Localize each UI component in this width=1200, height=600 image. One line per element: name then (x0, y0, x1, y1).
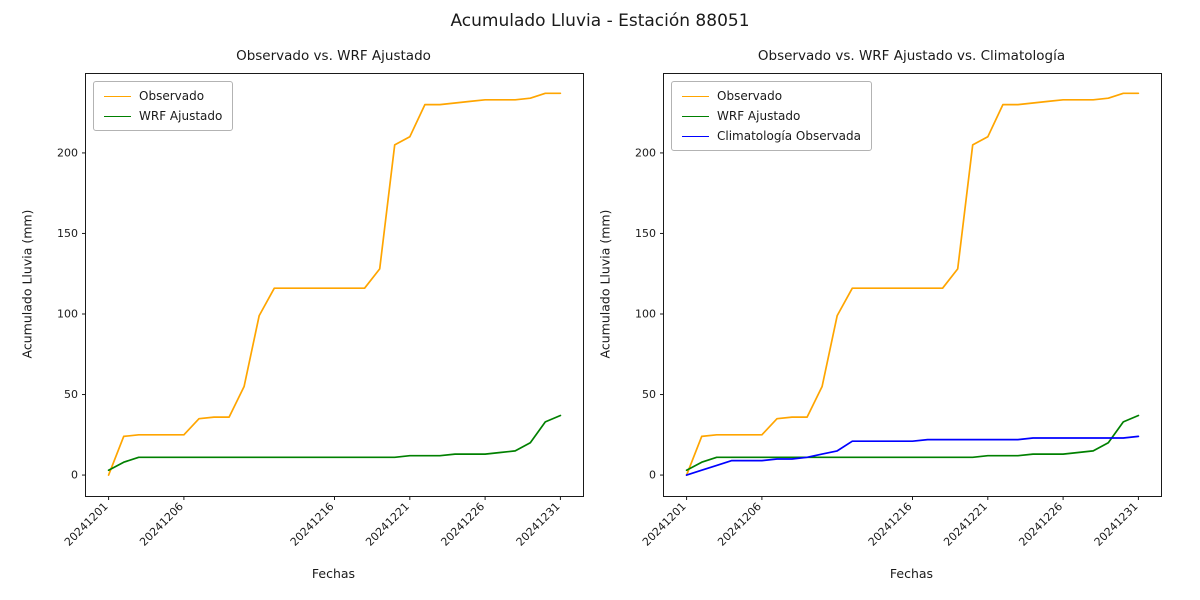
y-tick-label: 50 (64, 388, 78, 401)
x-tick-label: 20241216 (866, 500, 915, 549)
plot-canvas: 0 50 100 150 200 20241201 20241206 20241216 2024… (57, 92, 563, 549)
x-tick-label: 20241201 (62, 500, 111, 549)
figure-suptitle: Acumulado Lluvia - Estación 88051 (450, 11, 750, 31)
series-line-climatología-observada (685, 435, 1140, 476)
x-tick-label: 20241206 (715, 500, 764, 549)
legend-line-sample (682, 135, 709, 137)
x-tick-label: 20241221 (363, 500, 412, 549)
legend-label: Observado (139, 89, 205, 103)
y-tick-label: 0 (649, 469, 656, 482)
legend-item: Climatología Observada (682, 129, 861, 143)
legend-line-sample (682, 95, 709, 97)
legend-item: WRF Ajustado (104, 109, 222, 123)
x-tick-label: 20241221 (941, 500, 990, 549)
legend-line-sample (104, 115, 131, 117)
x-tick-label: 20241206 (137, 500, 186, 549)
legend: Observado WRF Ajustado (93, 81, 234, 131)
series-line-wrf-ajustado (685, 414, 1140, 472)
y-tick-label: 0 (71, 469, 78, 482)
x-tick-label: 20241226 (438, 500, 487, 549)
chart-observado-vs-wrf: Observado vs. WRF Ajustado Acumulado Llu… (19, 48, 584, 581)
y-tick-label: 50 (642, 388, 656, 401)
legend-label: WRF Ajustado (717, 109, 801, 123)
legend: Observado WRF Ajustado Climatología Observ… (671, 81, 872, 151)
legend-item: Observado (104, 89, 222, 103)
y-tick-label: 200 (635, 146, 656, 159)
x-tick-label: 20241231 (1092, 500, 1141, 549)
legend-line-sample (682, 115, 709, 117)
legend-line-sample (104, 95, 131, 97)
legend-label: Observado (717, 89, 783, 103)
legend-label: Climatología Observada (717, 129, 861, 143)
chart-observado-vs-wrf-vs-climatologia: Observado vs. WRF Ajustado vs. Climatolo… (578, 0, 1200, 600)
y-tick-label: 100 (635, 307, 656, 320)
plot-area: 0 50 100 150 200 20241201 20241206 20241216 2024… (635, 73, 1162, 549)
x-axis-label: Fechas (889, 566, 934, 581)
x-axis-label: Fechas (311, 566, 356, 581)
legend-item: WRF Ajustado (682, 109, 861, 123)
x-tick-label: 20241231 (514, 500, 563, 549)
y-tick-label: 100 (57, 307, 78, 320)
y-axis-label: Acumulado Lluvia (mm) (597, 209, 613, 359)
series-line-observado (685, 92, 1140, 476)
series-line-wrf-ajustado (107, 414, 562, 472)
chart-title: Observado vs. WRF Ajustado (236, 48, 431, 64)
plot-area: 0 50 100 150 200 20241201 20241206 20241216 2024… (57, 73, 584, 549)
y-tick-label: 150 (57, 227, 78, 240)
legend-item: Observado (682, 89, 861, 103)
x-tick-label: 20241226 (1016, 500, 1065, 549)
chart-title: Observado vs. WRF Ajustado vs. Climatolo… (757, 48, 1066, 64)
y-tick-label: 150 (635, 227, 656, 240)
x-tick-label: 20241201 (640, 500, 689, 549)
legend-label: WRF Ajustado (139, 109, 223, 123)
y-tick-label: 200 (57, 146, 78, 159)
y-axis-label: Acumulado Lluvia (mm) (19, 209, 35, 359)
series-line-observado (107, 92, 562, 476)
x-tick-label: 20241216 (288, 500, 337, 549)
